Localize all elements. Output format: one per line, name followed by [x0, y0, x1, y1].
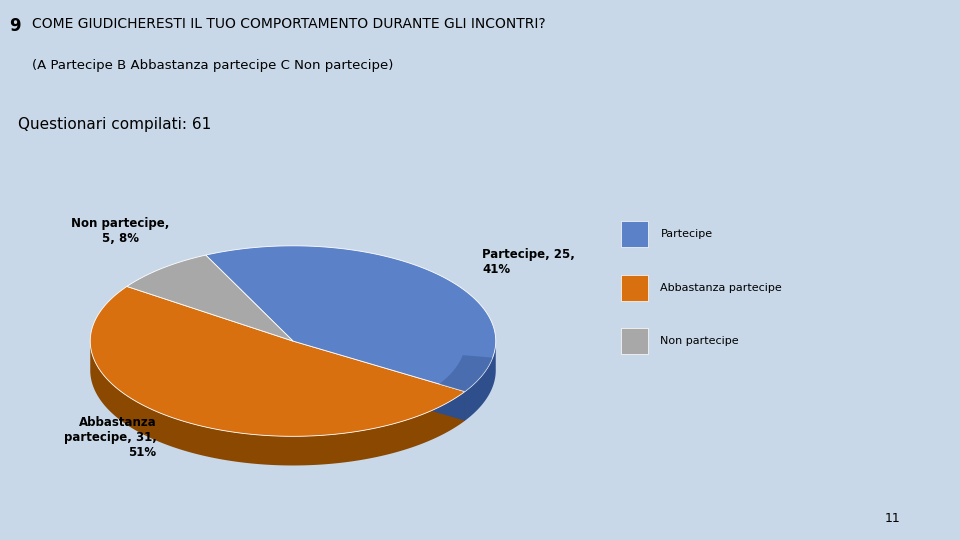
Polygon shape [465, 341, 495, 421]
Polygon shape [439, 355, 492, 391]
Text: Questionari compilati: 61: Questionari compilati: 61 [18, 117, 212, 132]
Polygon shape [90, 286, 465, 436]
Text: 11: 11 [885, 512, 900, 525]
Text: 9: 9 [10, 17, 21, 35]
Bar [620, 328, 648, 354]
Bar [620, 275, 648, 301]
Text: Abbastanza partecipe: Abbastanza partecipe [660, 283, 782, 293]
Polygon shape [293, 341, 465, 421]
Text: COME GIUDICHERESTI IL TUO COMPORTAMENTO DURANTE GLI INCONTRI?: COME GIUDICHERESTI IL TUO COMPORTAMENTO … [32, 17, 545, 31]
Polygon shape [205, 246, 495, 392]
Text: Non partecipe: Non partecipe [660, 336, 739, 346]
Polygon shape [127, 255, 293, 341]
Text: Partecipe: Partecipe [660, 230, 712, 239]
Bar [620, 221, 648, 247]
Text: (A Partecipe B Abbastanza partecipe C Non partecipe): (A Partecipe B Abbastanza partecipe C No… [32, 59, 393, 72]
Text: Abbastanza
partecipe, 31,
51%: Abbastanza partecipe, 31, 51% [63, 416, 156, 460]
Polygon shape [293, 341, 465, 421]
Text: Non partecipe,
5, 8%: Non partecipe, 5, 8% [71, 217, 169, 245]
Polygon shape [90, 342, 465, 465]
Text: Partecipe, 25,
41%: Partecipe, 25, 41% [482, 248, 575, 276]
